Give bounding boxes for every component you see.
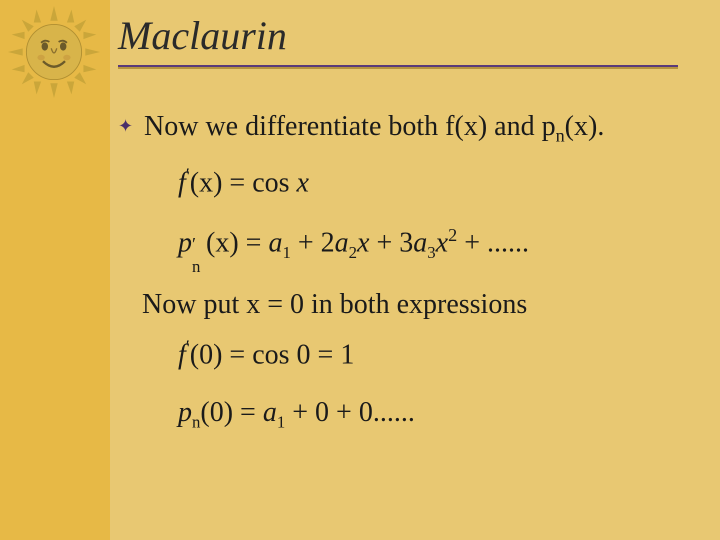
bullet-1-suffix: (x). <box>565 111 605 142</box>
equation-pn0: pn(0) = a1 + 0 + 0...... <box>178 397 700 433</box>
diamond-bullet-icon: ✦ <box>118 117 136 135</box>
content-area: Maclaurin ✦ Now we differentiate both f(… <box>110 0 720 540</box>
bullet-1-prefix: Now we differentiate both f(x) and p <box>144 111 556 142</box>
title-underline <box>118 65 678 69</box>
bullet-1-sub: n <box>556 126 565 146</box>
equation-pnprimex: p′n(x) = a1 + 2a2x + 3a3x2 + ...... <box>178 225 700 263</box>
left-column <box>0 0 110 540</box>
slide-title: Maclaurin <box>118 12 700 59</box>
instruction-line: Now put x = 0 in both expressions <box>142 289 700 321</box>
equation-fprimex: f′(x) = cos x <box>178 165 700 199</box>
bullet-1-text: Now we differentiate both f(x) and pn(x)… <box>144 111 604 147</box>
slide: Maclaurin ✦ Now we differentiate both f(… <box>0 0 720 540</box>
sun-icon <box>8 6 100 98</box>
equation-fprime0: f′(0) = cos 0 = 1 <box>178 337 700 371</box>
bullet-1: ✦ Now we differentiate both f(x) and pn(… <box>118 111 700 147</box>
